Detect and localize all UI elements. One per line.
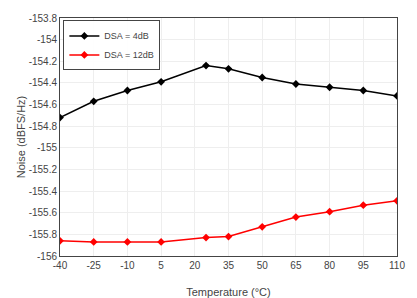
svg-text:80: 80 <box>324 260 336 271</box>
svg-text:-156: -156 <box>37 251 57 262</box>
svg-text:-154: -154 <box>37 34 57 45</box>
svg-text:20: 20 <box>189 260 201 271</box>
svg-text:-25: -25 <box>86 260 101 271</box>
svg-text:DSA = 4dB: DSA = 4dB <box>104 31 148 41</box>
svg-text:-155.2: -155.2 <box>29 164 58 175</box>
svg-text:-154.6: -154.6 <box>29 99 58 110</box>
svg-text:65: 65 <box>290 260 302 271</box>
svg-text:5: 5 <box>158 260 164 271</box>
svg-text:-155.4: -155.4 <box>29 186 58 197</box>
svg-text:-155: -155 <box>37 142 57 153</box>
svg-text:-154.8: -154.8 <box>29 121 58 132</box>
svg-text:50: 50 <box>257 260 269 271</box>
svg-text:-155.6: -155.6 <box>29 207 58 218</box>
svg-text:35: 35 <box>223 260 235 271</box>
svg-text:-154.4: -154.4 <box>29 77 58 88</box>
svg-text:DSA = 12dB: DSA = 12dB <box>104 50 153 60</box>
svg-text:Temperature (°C): Temperature (°C) <box>186 286 270 298</box>
svg-text:-154.2: -154.2 <box>29 56 58 67</box>
svg-text:95: 95 <box>358 260 370 271</box>
svg-text:Noise (dBFS/Hz): Noise (dBFS/Hz) <box>15 96 27 179</box>
svg-text:110: 110 <box>389 260 405 271</box>
svg-text:-40: -40 <box>53 260 68 271</box>
svg-text:-153.8: -153.8 <box>29 13 58 24</box>
svg-text:-10: -10 <box>120 260 135 271</box>
svg-text:-155.8: -155.8 <box>29 229 58 240</box>
